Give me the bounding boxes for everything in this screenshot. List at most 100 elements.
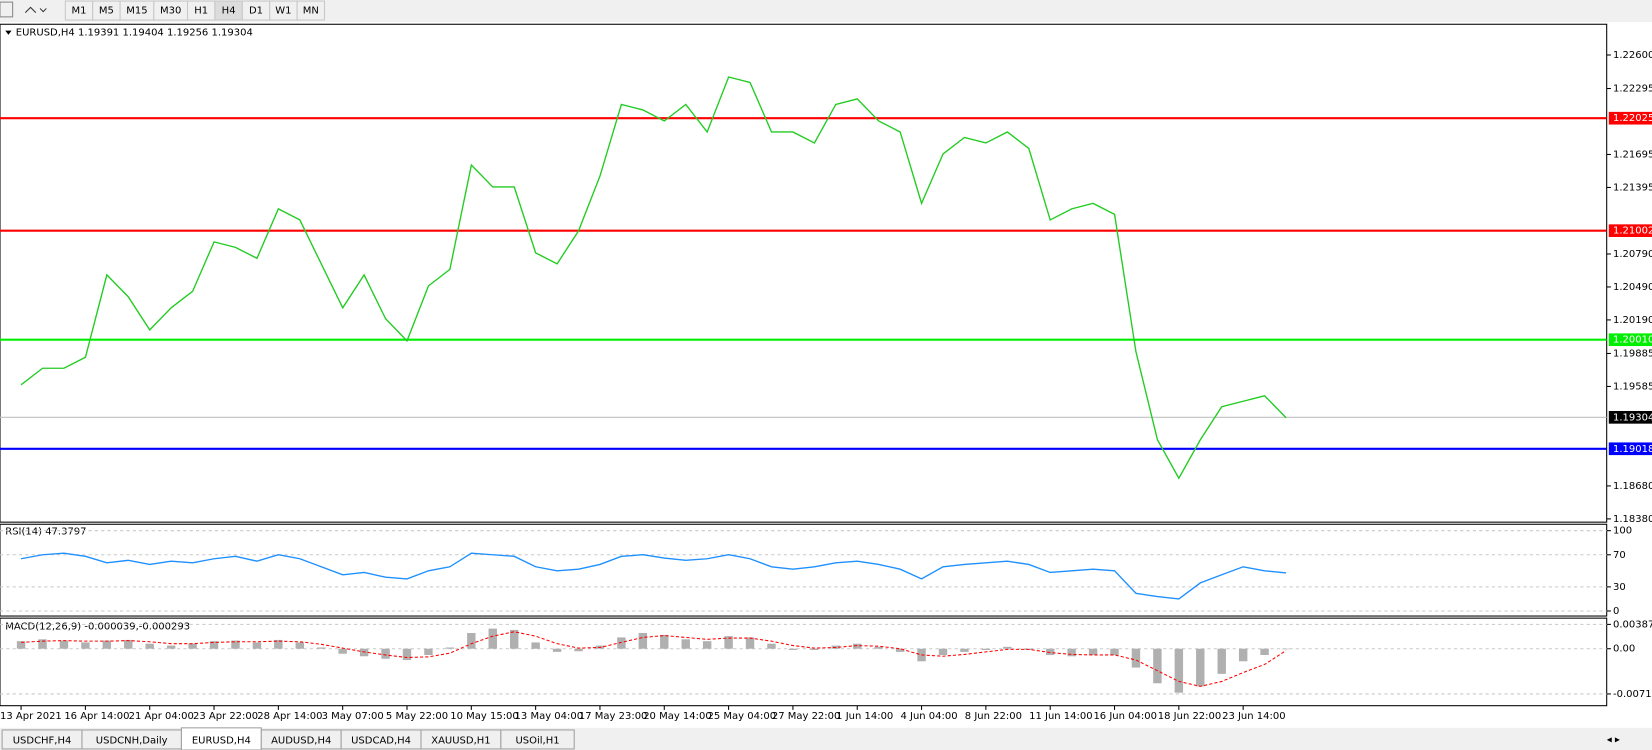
y-tick-label: 70 — [1613, 550, 1626, 561]
macd-bar — [853, 643, 862, 649]
macd-bar — [295, 642, 305, 649]
x-tick-label: 10 May 15:00 — [450, 711, 519, 722]
symbol-tab[interactable] — [500, 729, 575, 750]
y-tick-label: 30 — [1613, 582, 1626, 593]
panel-title: EURUSD,H4 1.19391 1.19404 1.19256 1.1930… — [16, 28, 253, 39]
macd-bar — [359, 648, 369, 657]
macd-bar — [874, 646, 883, 649]
y-tick-label: 1.21695 — [1613, 149, 1652, 160]
x-tick-label: 4 Jun 04:00 — [900, 711, 957, 722]
macd-bar — [81, 642, 90, 649]
timeframe-label[interactable]: H4 — [222, 6, 236, 17]
macd-bar — [1110, 648, 1119, 656]
macd-bar — [1217, 648, 1226, 674]
macd-bar — [445, 647, 455, 649]
level-label: 1.20010 — [1613, 335, 1652, 346]
timeframe-label[interactable]: M15 — [126, 6, 147, 17]
macd-bar — [702, 641, 712, 649]
y-tick-label: 1.19585 — [1613, 381, 1652, 392]
symbol-tab-label[interactable]: USDCNH,Daily — [96, 736, 168, 747]
y-tick-label: 1.20790 — [1613, 249, 1652, 260]
macd-bar — [145, 643, 154, 649]
x-tick-label: 23 Jun 14:00 — [1222, 711, 1285, 722]
x-tick-label: 16 Jun 04:00 — [1093, 711, 1156, 722]
timeframe-label[interactable]: MN — [303, 6, 319, 17]
x-tick-label: 13 Apr 2021 — [0, 711, 62, 722]
x-tick-label: 1 Jun 14:00 — [836, 711, 893, 722]
macd-bar — [660, 634, 669, 649]
tab-scroll[interactable]: ◂ ▸ — [1607, 734, 1620, 745]
signal-line — [21, 631, 1287, 687]
macd-bar — [102, 640, 112, 649]
macd-bar — [681, 639, 690, 649]
symbol-tab-label[interactable]: XAUUSD,H1 — [431, 736, 490, 747]
symbol-tab-label[interactable]: USDCHF,H4 — [13, 736, 72, 747]
collapse-icon[interactable] — [5, 30, 12, 35]
macd-bar — [381, 648, 390, 659]
y-tick-label: 0.003873 — [1613, 619, 1652, 630]
timeframe-label[interactable]: D1 — [249, 6, 263, 17]
x-tick-label: 20 May 14:00 — [643, 711, 712, 722]
macd-panel — [0, 617, 1608, 707]
level-label: 1.22025 — [1613, 113, 1652, 124]
macd-bar — [209, 641, 219, 649]
macd-bar — [38, 639, 47, 649]
tool-icon[interactable] — [0, 1, 14, 18]
macd-bar — [1238, 648, 1248, 662]
y-tick-label: -0.007195 — [1613, 689, 1652, 700]
macd-bar — [574, 648, 583, 652]
macd-bar — [552, 648, 562, 652]
macd-bar — [1131, 648, 1141, 668]
timeframe-label[interactable]: M30 — [160, 6, 181, 17]
macd-bar — [638, 633, 648, 649]
timeframe-label[interactable]: M1 — [72, 6, 87, 17]
macd-bar — [1260, 648, 1269, 656]
y-tick-label: 1.18380 — [1613, 514, 1652, 525]
y-tick-label: 1.21395 — [1613, 182, 1652, 193]
tool-icon[interactable] — [24, 6, 47, 14]
level-tag — [1608, 410, 1652, 424]
x-tick-label: 25 May 04:00 — [708, 711, 777, 722]
x-tick-label: 3 May 07:00 — [322, 711, 384, 722]
panel-title: RSI(14) 47.3797 — [5, 527, 86, 538]
level-label: 1.19018 — [1613, 444, 1652, 455]
macd-bar — [788, 648, 798, 650]
macd-bar — [810, 648, 819, 650]
macd-bar — [895, 648, 905, 652]
macd-bar — [231, 640, 240, 649]
y-tick-label: 1.22295 — [1613, 84, 1652, 95]
macd-bar — [745, 637, 755, 649]
symbol-tab-label[interactable]: AUDUSD,H4 — [271, 736, 331, 747]
x-tick-label: 11 Jun 14:00 — [1029, 711, 1092, 722]
macd-bar — [724, 636, 733, 649]
macd-bar — [1196, 648, 1205, 687]
symbol-tab-label[interactable]: USDCAD,H4 — [351, 736, 411, 747]
x-tick-label: 8 Jun 22:00 — [965, 711, 1022, 722]
timeframe-label[interactable]: W1 — [275, 6, 291, 17]
macd-bar — [124, 639, 133, 649]
macd-bar — [1088, 648, 1098, 656]
macd-bar — [16, 641, 26, 649]
symbol-tab-label[interactable]: EURUSD,H4 — [192, 736, 251, 747]
x-tick-label: 21 Apr 04:00 — [129, 711, 194, 722]
macd-bar — [59, 640, 69, 649]
y-tick-label: 0 — [1613, 606, 1619, 617]
symbol-tab-label[interactable]: USOil,H1 — [515, 736, 559, 747]
x-tick-label: 16 Apr 14:00 — [64, 711, 129, 722]
y-tick-label: 1.20490 — [1613, 282, 1652, 293]
macd-bar — [960, 648, 969, 652]
y-tick-label: 1.20190 — [1613, 315, 1652, 326]
macd-bar — [467, 633, 476, 649]
panel-title: MACD(12,26,9) -0.000039,-0.000293 — [5, 622, 190, 633]
timeframe-label[interactable]: M5 — [99, 6, 114, 17]
macd-bar — [938, 648, 948, 656]
x-tick-label: 17 May 23:00 — [579, 711, 648, 722]
x-tick-label: 27 May 22:00 — [772, 711, 841, 722]
macd-bar — [1153, 648, 1162, 684]
x-tick-label: 5 May 22:00 — [386, 711, 448, 722]
timeframe-button[interactable] — [296, 0, 326, 21]
timeframe-label[interactable]: H1 — [194, 6, 208, 17]
y-tick-label: 0.00 — [1613, 644, 1635, 655]
